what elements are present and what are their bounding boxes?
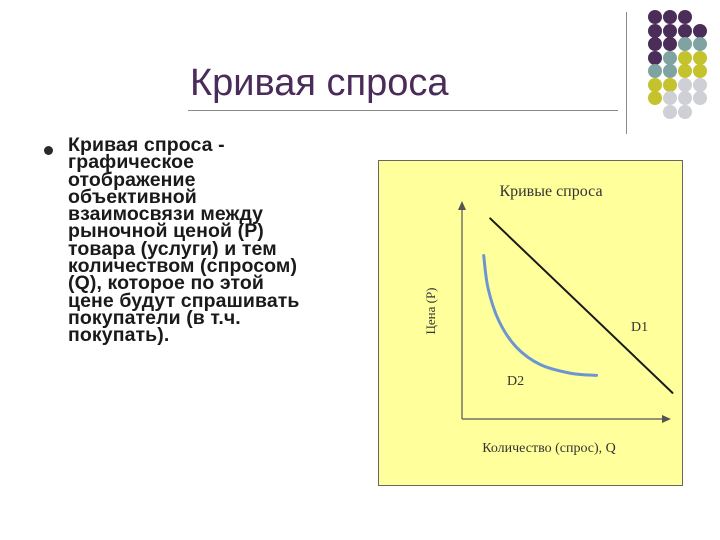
definition-line: товара (услуги) и тем [68, 237, 277, 260]
decor-dot-icon [678, 50, 692, 65]
decor-dot-icon [693, 23, 707, 38]
decor-dot-icon [663, 91, 677, 105]
divider-vertical [626, 12, 627, 134]
page-title: Кривая спроса [190, 62, 449, 104]
decor-dot-icon [648, 91, 662, 105]
decor-dot-icon [663, 37, 677, 51]
x-axis-label: Количество (спрос), Q [482, 441, 616, 456]
definition-line: отображение [68, 168, 196, 191]
y-axis-arrow-icon [458, 201, 466, 210]
decor-dot-icon [663, 23, 677, 38]
chart-svg: Кривые спроса Цена (Р) Количество (спрос… [423, 183, 674, 456]
decor-dot-icon [648, 64, 662, 78]
series-line-d1 [489, 217, 674, 394]
decor-dot-icon [693, 50, 707, 65]
decor-dot-icon [693, 91, 707, 105]
decor-dot-icon [693, 64, 707, 78]
definition-line: покупатели (в т.ч. [68, 306, 241, 329]
decor-dot-icon [678, 91, 692, 105]
definition-line: (Q), которое по этой [68, 272, 265, 295]
decor-dot-icon [648, 77, 662, 92]
decor-dot-icon [678, 23, 692, 38]
divider-horizontal [188, 110, 618, 111]
decor-dot-icon [678, 77, 692, 92]
x-axis-arrow-icon [662, 415, 671, 423]
decor-dot-icon [648, 37, 662, 51]
decor-dot-icon [663, 10, 677, 24]
decor-dot-icon [678, 64, 692, 78]
decor-dot-icon [648, 50, 662, 65]
demand-chart: Кривые спроса Цена (Р) Количество (спрос… [378, 160, 683, 486]
y-axis-label: Цена (Р) [423, 287, 438, 334]
decor-dot-icon [663, 77, 677, 92]
decor-dot-icon [693, 37, 707, 51]
decor-dot-icon [663, 104, 677, 119]
decor-dot-icon [693, 77, 707, 92]
definition-line: взаимосвязи между [68, 203, 264, 226]
definition-line: рыночной ценой (Р) [68, 220, 264, 243]
definition-line: объективной [68, 185, 197, 208]
definition-line: цене будут спрашивать [68, 289, 300, 312]
chart-title: Кривые спроса [499, 183, 602, 200]
decor-dot-icon [678, 104, 692, 119]
decor-dot-icon [648, 10, 662, 24]
decor-dot-icon [648, 23, 662, 38]
definition-line: количеством (спросом) [68, 255, 298, 278]
series-layer: D1 D2 [482, 217, 674, 394]
decor-dot-icon [678, 10, 692, 24]
definition-line: Кривая спроса - [68, 134, 225, 156]
series-label-d2: D2 [507, 374, 524, 389]
definition-text: Кривая спроса - графическое отображение объ… [68, 134, 342, 347]
definition-line: графическое [68, 151, 195, 174]
definition-line: покупать). [68, 324, 170, 347]
decorative-dot-grid [640, 10, 720, 120]
decor-dot-icon [663, 50, 677, 65]
decor-dot-icon [663, 64, 677, 78]
decor-dot-icon [678, 37, 692, 51]
bullet-icon [44, 146, 53, 155]
series-label-d1: D1 [631, 320, 648, 335]
series-line-d2 [482, 254, 599, 377]
